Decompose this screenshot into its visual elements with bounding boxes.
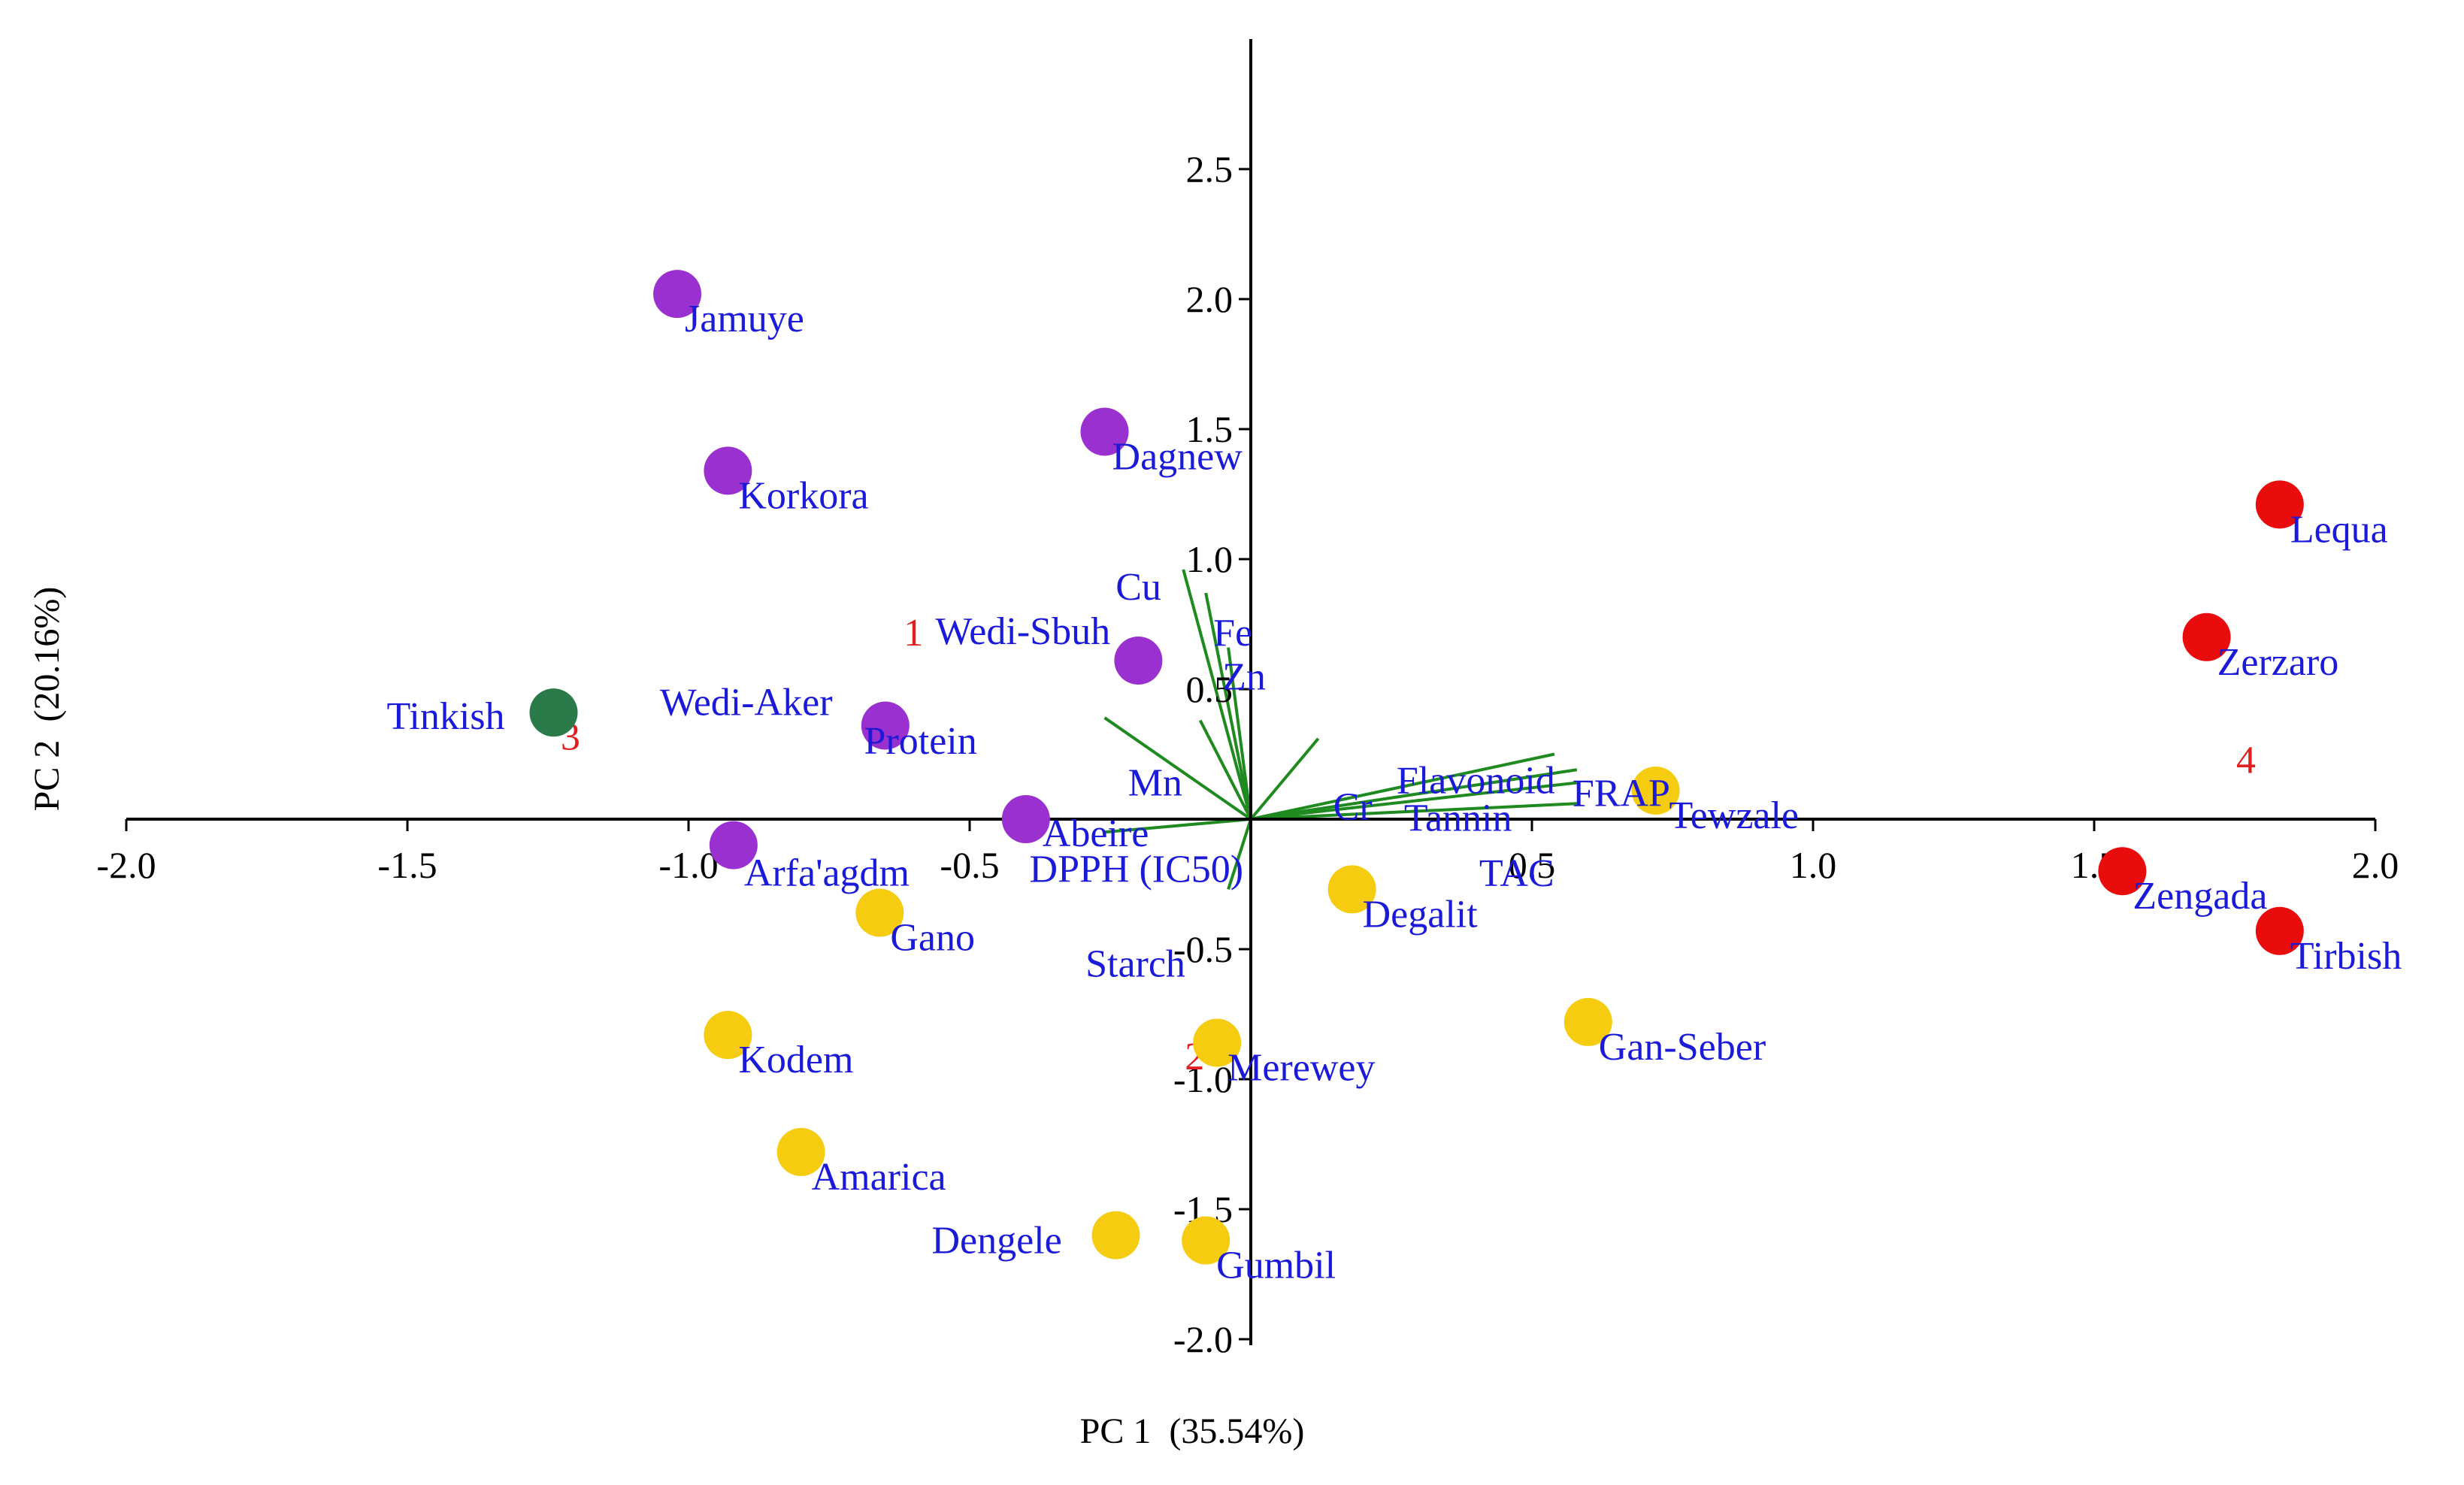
loading-label: TAC: [1479, 852, 1554, 895]
x-tick-label: -2.0: [96, 844, 156, 886]
point-label: Kodem: [738, 1039, 853, 1081]
point-label: Arfa'agdm: [744, 852, 910, 895]
loading-vectors: [1103, 569, 1578, 891]
score-point: [709, 821, 758, 870]
point-label: Gumbil: [1216, 1245, 1336, 1287]
point-label: Lequa: [2290, 508, 2388, 551]
loading-label: Mn: [1128, 762, 1182, 805]
point-label: Wedi-Sbuh: [935, 610, 1110, 653]
score-point: [653, 270, 702, 319]
score-point: [1182, 1216, 1230, 1265]
score-point: [529, 688, 578, 737]
loading-vector: [1104, 818, 1252, 834]
loading-label: DPPH (IC50): [1030, 848, 1244, 891]
point-label: Wedi-Aker: [660, 681, 833, 724]
cluster-number: 4: [2236, 739, 2256, 782]
score-point: [1631, 766, 1680, 815]
y-axis-title: PC 2 (20.16%): [27, 587, 67, 812]
y-tick-label: 1.0: [1186, 538, 1234, 580]
loading-label: Fe: [1213, 612, 1252, 655]
point-labels: Jamuye Korkora Dagnew Wedi-Sbuh Wedi-Aker Arf…: [386, 298, 2402, 1287]
x-tick-label: 1.0: [1790, 844, 1837, 886]
point-label: Abeire: [1043, 812, 1149, 855]
score-point: [1080, 407, 1129, 456]
point-label: Zerzaro: [2217, 641, 2339, 684]
loading-label: Flavonoid: [1397, 760, 1555, 803]
loading-label: Cr: [1333, 786, 1373, 829]
loading-label: Cu: [1115, 566, 1161, 609]
score-points: [529, 270, 2304, 1265]
loading-vector: [1250, 768, 1578, 821]
cluster-number: 1: [904, 612, 923, 655]
score-point: [1001, 795, 1050, 843]
point-label: Tewzale: [1669, 794, 1799, 837]
score-point: [704, 446, 752, 495]
point-label: Korkora: [738, 474, 868, 517]
x-tick-label: 0.5: [1509, 844, 1556, 886]
y-tick-label: -2.0: [1173, 1318, 1233, 1360]
point-label: Jamuye: [685, 298, 804, 340]
loading-vector: [1103, 716, 1252, 821]
score-point: [2255, 906, 2304, 955]
score-point: [1091, 1211, 1140, 1260]
loading-vector: [1227, 818, 1252, 891]
y-tick-label: 2.5: [1186, 148, 1234, 190]
x-tick-label: -1.0: [658, 844, 718, 886]
loading-vector: [1250, 802, 1577, 821]
score-point: [2098, 847, 2147, 896]
loading-vector: [1249, 737, 1320, 821]
loading-vector: [1250, 752, 1555, 821]
y-tick-label: 2.0: [1186, 278, 1234, 320]
point-label: Tirbish: [2290, 935, 2402, 978]
y-tick-label: 0.5: [1186, 668, 1234, 710]
score-point: [1193, 1018, 1242, 1067]
x-tick-label: -1.5: [377, 844, 437, 886]
point-label: Gano: [890, 917, 975, 960]
y-tick-label: -0.5: [1173, 928, 1233, 970]
y-tick-label: 1.5: [1186, 408, 1234, 450]
score-point: [861, 701, 910, 750]
loading-label: Starch: [1085, 942, 1185, 985]
point-label: Merewey: [1227, 1047, 1375, 1090]
loading-vector: [1198, 719, 1252, 820]
x-tick-label: -0.5: [940, 844, 999, 886]
score-point: [2182, 612, 2231, 661]
point-label: Dengele: [931, 1220, 1061, 1263]
point-label: Dagnew: [1112, 435, 1243, 478]
loading-vector: [1227, 647, 1252, 820]
loading-label: Tannin: [1404, 797, 1512, 840]
score-point: [1563, 997, 1612, 1046]
score-point: [776, 1127, 825, 1176]
loading-label: Protein: [864, 720, 977, 763]
score-point: [855, 888, 904, 937]
score-point: [1114, 636, 1163, 685]
score-point: [2255, 480, 2304, 529]
loading-vector: [1182, 569, 1252, 820]
point-label: Zengada: [2133, 875, 2267, 918]
x-tick-label: 2.0: [2352, 844, 2399, 886]
point-label: Amarica: [812, 1156, 946, 1199]
score-point: [1327, 865, 1376, 914]
loading-vector: [1250, 781, 1578, 821]
axes: -2.0 -1.5 -1.0 -0.5 0.5 1.0 1.5 2.02.52.01.51.0…: [96, 39, 2399, 1360]
point-label: Gan-Seber: [1599, 1026, 1766, 1069]
point-label: Degalit: [1363, 893, 1479, 936]
loading-vector: [1204, 592, 1252, 820]
score-point: [704, 1011, 752, 1060]
point-label: Tinkish: [386, 695, 504, 738]
loading-label: FRAP: [1573, 772, 1670, 815]
x-axis-title: PC 1 (35.54%): [1080, 1411, 1305, 1451]
loading-label: Zn: [1222, 656, 1266, 699]
